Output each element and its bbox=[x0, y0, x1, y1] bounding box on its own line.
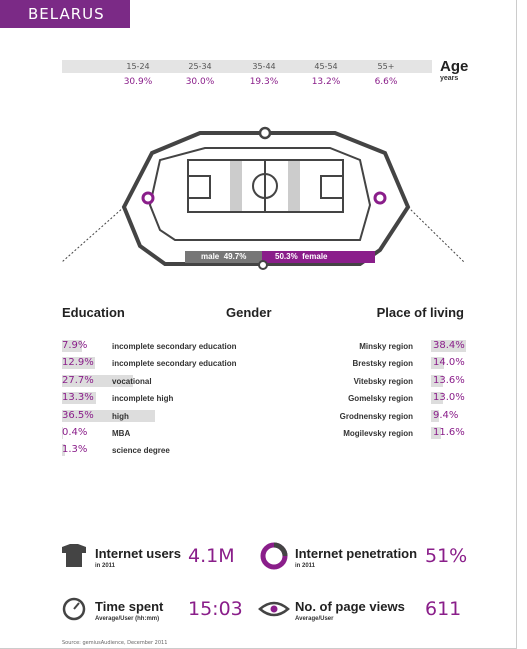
stat-value: 51% bbox=[425, 545, 468, 567]
male-text: male bbox=[201, 252, 220, 261]
education-share: 27.7% bbox=[62, 374, 94, 386]
education-share: 0.4% bbox=[62, 427, 88, 438]
female-share: 50.3% bbox=[275, 252, 298, 261]
place-share: 13.0% bbox=[433, 392, 465, 404]
place-bar bbox=[431, 340, 466, 352]
education-bar bbox=[62, 340, 83, 352]
stat-title: Time spent bbox=[95, 599, 164, 614]
stat-value: 15:03 bbox=[188, 598, 243, 620]
stat-title: No. of page views bbox=[295, 599, 405, 614]
age-range: 15-24 bbox=[126, 62, 150, 71]
education-share: 13.3% bbox=[62, 392, 94, 404]
place-bar bbox=[431, 409, 440, 422]
age-range: 35-44 bbox=[252, 62, 276, 71]
education-label: science degree bbox=[112, 446, 170, 456]
place-label: Minsky region bbox=[359, 342, 413, 351]
stat-note: in 2011 bbox=[95, 563, 116, 569]
education-share: 1.3% bbox=[62, 444, 88, 456]
education-label: incomplete secondary education bbox=[112, 359, 237, 369]
education-label: incomplete secondary education bbox=[112, 342, 237, 351]
age-share: 30.0% bbox=[185, 77, 215, 87]
age-share: 30.9% bbox=[123, 77, 153, 87]
place-label: Brestsky region bbox=[352, 359, 413, 369]
place-bar bbox=[431, 427, 442, 439]
education-share: 36.5% bbox=[62, 409, 94, 421]
education-bar bbox=[62, 427, 64, 439]
stat-note: Average/User bbox=[295, 616, 334, 622]
age-share: 19.3% bbox=[249, 77, 279, 87]
place-share: 11.6% bbox=[433, 427, 465, 438]
male-label: male 49.7% bbox=[201, 252, 246, 261]
education-bar bbox=[62, 392, 96, 405]
education-share: 12.9% bbox=[62, 357, 94, 369]
female-text: female bbox=[302, 252, 328, 261]
male-share: 49.7% bbox=[223, 252, 247, 261]
stat-title: Internet users bbox=[95, 546, 181, 561]
place-label: Gomelsky region bbox=[348, 394, 413, 404]
education-bar bbox=[62, 409, 156, 422]
place-bar bbox=[431, 392, 443, 405]
stat-value: 4.1M bbox=[188, 545, 235, 567]
age-share: 13.2% bbox=[311, 77, 341, 87]
age-unit: years bbox=[440, 75, 459, 82]
age-title: Age bbox=[440, 58, 469, 75]
place-title: Place of living bbox=[376, 305, 464, 320]
stat-note: in 2011 bbox=[295, 563, 316, 569]
stat-title: Internet penetration bbox=[295, 546, 418, 561]
education-bar bbox=[62, 444, 66, 457]
age-range: 25-34 bbox=[188, 62, 212, 71]
source: Source: gemiusAudience, December 2011 bbox=[62, 640, 168, 646]
education-share: 7.9% bbox=[62, 340, 88, 351]
age-range: 55+ bbox=[377, 62, 395, 71]
place-label: Vitebsky region bbox=[353, 376, 413, 386]
stat-value: 611 bbox=[425, 598, 462, 620]
education-label: vocational bbox=[112, 376, 152, 386]
place-share: 38.4% bbox=[433, 340, 465, 351]
place-bar bbox=[431, 357, 444, 370]
stat-note: Average/User (hh:mm) bbox=[95, 616, 160, 622]
education-label: MBA bbox=[112, 429, 131, 438]
place-bar bbox=[431, 374, 444, 387]
place-share: 9.4% bbox=[433, 409, 459, 421]
gender-title: Gender bbox=[226, 305, 272, 320]
age-band bbox=[62, 60, 432, 73]
place-share: 13.6% bbox=[433, 374, 465, 386]
place-label: Mogilevsky region bbox=[343, 429, 413, 438]
age-range: 45-54 bbox=[314, 62, 338, 71]
place-share: 14.0% bbox=[433, 357, 465, 369]
education-bar bbox=[62, 374, 133, 387]
education-title: Education bbox=[62, 305, 125, 320]
age-share: 6.6% bbox=[374, 77, 398, 87]
education-label: incomplete high bbox=[112, 394, 174, 404]
place-label: Grodnensky region bbox=[339, 411, 413, 421]
education-label: high bbox=[112, 411, 129, 421]
female-label: 50.3% female bbox=[275, 252, 328, 261]
education-bar bbox=[62, 357, 95, 370]
country-banner: BELARUS bbox=[0, 0, 130, 28]
